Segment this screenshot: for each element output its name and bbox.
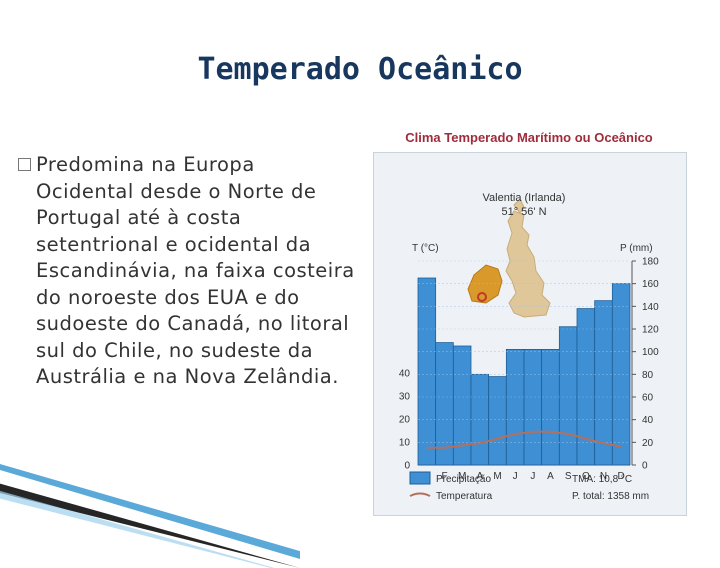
decorative-swoosh — [0, 464, 300, 568]
legend-precip-label: Precipitação — [436, 474, 491, 485]
valentia-marker — [477, 292, 487, 302]
slide-title: Temperado Oceânico — [197, 52, 523, 87]
climograph: Valentia (Irlanda) 51° 56' N T (°C) P (m… — [399, 192, 659, 502]
precip-bar — [488, 376, 507, 466]
left-axis-label: T (°C) — [412, 243, 439, 254]
station-name: Valentia (Irlanda) — [483, 192, 566, 204]
bullet-item: Predomina na Europa Ocidental desde o No… — [18, 152, 358, 391]
legend-temp-swatch — [409, 492, 431, 497]
chart-legend: Precipitação Temperatura TMA: 10,8 °C P.… — [409, 471, 649, 502]
british-isles-map — [467, 198, 551, 318]
month-label: J — [513, 471, 518, 482]
legend-precip-swatch — [409, 471, 431, 485]
right-tick-label: 80 — [642, 370, 654, 381]
precip-bar — [541, 348, 560, 466]
left-tick-label: 0 — [404, 461, 410, 472]
right-tick-label: 120 — [642, 325, 659, 336]
precip-bar — [505, 348, 525, 466]
left-tick-label: 10 — [399, 438, 411, 449]
month-label: F — [441, 471, 447, 482]
month-label: M — [493, 471, 501, 482]
legend-temp-label: Temperatura — [436, 491, 493, 502]
right-tick-label: 20 — [642, 438, 654, 449]
left-tick-label: 20 — [399, 415, 411, 426]
left-tick-label: 40 — [399, 369, 411, 380]
right-tick-label: 180 — [642, 257, 659, 268]
temperature-line — [426, 430, 622, 449]
station-latitude: 51° 56' N — [501, 206, 546, 218]
chart-panel: Valentia (Irlanda) 51° 56' N T (°C) P (m… — [373, 152, 687, 516]
bullet-square-icon — [18, 158, 31, 171]
month-label: O — [582, 471, 590, 482]
right-axis-label: P (mm) — [620, 243, 653, 254]
month-label: M — [458, 471, 466, 482]
month-label: S — [565, 471, 572, 482]
right-tick-label: 40 — [642, 415, 654, 426]
precip-bar — [594, 300, 613, 466]
legend-ptotal: P. total: 1358 mm — [572, 491, 649, 502]
right-tick-label: 0 — [642, 461, 648, 472]
month-label: A — [476, 471, 483, 482]
right-tick-label: 140 — [642, 302, 659, 313]
legend-tma: TMA: 10,8 °C — [572, 474, 632, 485]
right-tick-label: 60 — [642, 393, 654, 404]
left-tick-label: 30 — [399, 392, 411, 403]
month-label: N — [600, 471, 607, 482]
bullet-text: Predomina na Europa Ocidental desde o No… — [36, 153, 355, 388]
month-label: J — [530, 471, 535, 482]
month-label: D — [618, 471, 625, 482]
precip-bar — [558, 326, 578, 466]
climate-figure: Clima Temperado Marítimo ou Oceânico Val… — [371, 126, 687, 516]
right-tick-label: 100 — [642, 347, 659, 358]
figure-title: Clima Temperado Marítimo ou Oceânico — [405, 130, 653, 145]
precip-bar — [611, 283, 631, 466]
right-tick-label: 160 — [642, 279, 659, 290]
precip-bar — [576, 308, 596, 466]
month-label: A — [547, 471, 554, 482]
precip-bar — [523, 348, 543, 466]
